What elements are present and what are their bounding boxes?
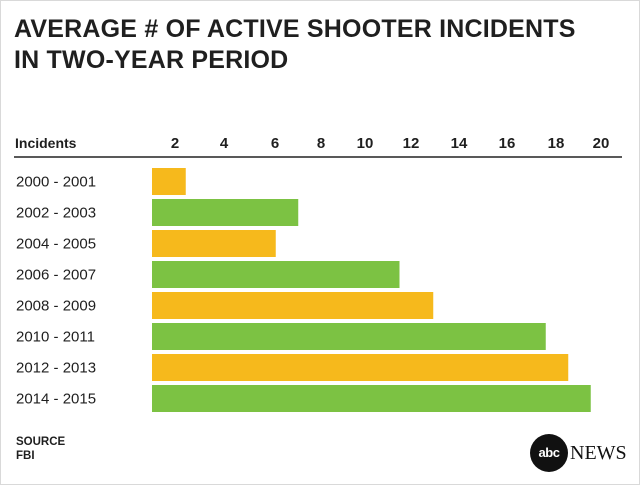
category-label: 2012 - 2013 — [16, 360, 96, 377]
axis-header: Incidents — [15, 135, 77, 151]
bar — [152, 292, 434, 319]
category-label: 2010 - 2011 — [16, 329, 95, 346]
x-tick-label: 14 — [451, 135, 468, 152]
x-tick-label: 20 — [593, 135, 610, 152]
category-label: 2000 - 2001 — [16, 174, 96, 191]
bar — [152, 354, 569, 381]
category-labels: 2000 - 2001 2002 - 2003 2004 - 2005 2006 - … — [16, 174, 96, 408]
bars — [152, 168, 591, 412]
bar — [152, 385, 591, 412]
x-tick-label: 4 — [220, 135, 229, 152]
category-label: 2014 - 2015 — [16, 391, 96, 408]
x-tick-label: 10 — [357, 135, 374, 152]
source-block: SOURCE FBI — [16, 435, 65, 463]
abc-logo-mark: abc — [530, 434, 568, 472]
bar — [152, 168, 186, 195]
title-line-2: IN TWO-YEAR PERIOD — [14, 46, 289, 74]
bar — [152, 323, 546, 350]
title-line-1: AVERAGE # OF ACTIVE SHOOTER INCIDENTS — [14, 15, 576, 43]
abc-logo-text: NEWS — [570, 442, 627, 464]
x-tick-label: 16 — [499, 135, 516, 152]
x-tick-label: 2 — [171, 135, 179, 152]
category-label: 2002 - 2003 — [16, 205, 96, 222]
category-label: 2008 - 2009 — [16, 298, 96, 315]
source-value: FBI — [16, 450, 35, 462]
bar — [152, 261, 400, 288]
abc-news-logo: abc NEWS — [530, 434, 630, 474]
x-tick-labels: 2 4 6 8 10 12 14 16 18 20 — [171, 135, 610, 152]
category-label: 2006 - 2007 — [16, 267, 96, 284]
bar — [152, 230, 276, 257]
x-tick-label: 18 — [548, 135, 565, 152]
category-label: 2004 - 2005 — [16, 236, 96, 253]
x-tick-label: 6 — [271, 135, 279, 152]
x-tick-label: 8 — [317, 135, 325, 152]
bar — [152, 199, 299, 226]
source-label: SOURCE — [16, 436, 66, 448]
x-tick-label: 12 — [403, 135, 420, 152]
chart-title: AVERAGE # OF ACTIVE SHOOTER INCIDENTS IN… — [14, 14, 624, 76]
